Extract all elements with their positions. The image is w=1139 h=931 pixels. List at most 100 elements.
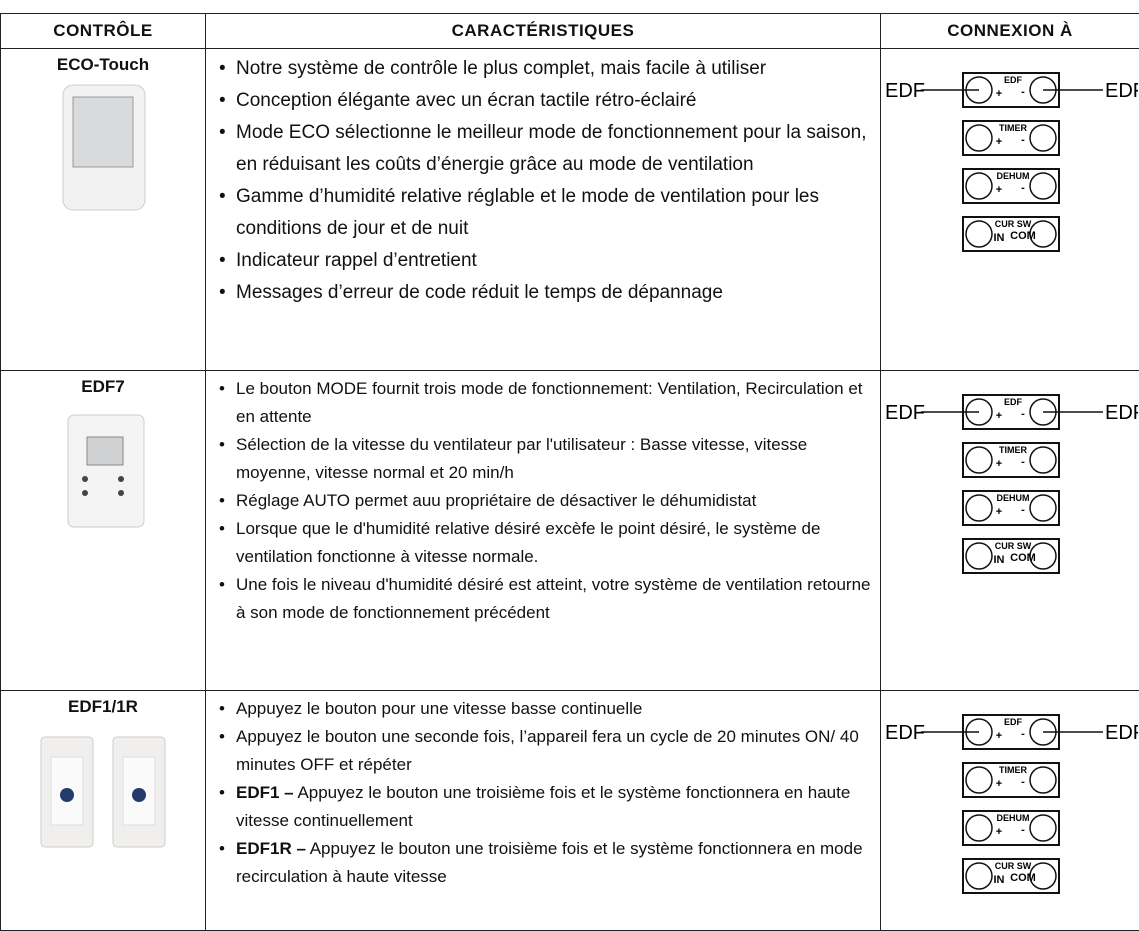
features-cell: Le bouton MODE fournit trois mode de fon…: [206, 371, 881, 691]
terminal-label: EDF: [1004, 397, 1023, 407]
switch-button: [132, 788, 146, 802]
terminal-label: CUR SW: [995, 861, 1032, 871]
terminal-sign: -: [1021, 824, 1025, 836]
terminal: [966, 815, 992, 841]
terminal-sign: COM: [1010, 872, 1036, 884]
terminal-sign: -: [1021, 408, 1025, 420]
header-cell: CARACTÉRISTIQUES: [206, 14, 881, 49]
feature-text: Appuyez le bouton une troisième fois et …: [236, 839, 863, 886]
feature-item: EDF1R – Appuyez le bouton une troisième …: [236, 835, 880, 891]
terminal-sign: -: [1021, 134, 1025, 146]
controls-table: CONTRÔLE CARACTÉRISTIQUES CONNEXION À EC…: [0, 13, 1139, 931]
terminal: [1030, 173, 1056, 199]
feature-item: Conception élégante avec un écran tactil…: [236, 85, 880, 117]
device-screen: [87, 437, 123, 465]
terminal-label: DEHUM: [997, 493, 1030, 503]
terminal-sign: -: [1021, 86, 1025, 98]
terminal-sign: +: [996, 184, 1002, 196]
terminal-sign: IN: [994, 554, 1005, 566]
control-name: ECO-Touch: [1, 55, 205, 75]
terminal-sign: -: [1021, 456, 1025, 468]
terminal: [966, 447, 992, 473]
terminal: [966, 767, 992, 793]
feature-item: Sélection de la vitesse du ventilateur p…: [236, 431, 880, 487]
control-image: [13, 75, 193, 225]
feature-item: Indicateur rappel d’entretient: [236, 245, 880, 277]
terminal-sign: -: [1021, 776, 1025, 788]
features-cell: Notre système de contrôle le plus comple…: [206, 49, 881, 371]
terminal-sign: +: [996, 136, 1002, 148]
terminal-sign: +: [996, 410, 1002, 422]
terminal-label: TIMER: [999, 123, 1027, 133]
terminal-sign: COM: [1010, 230, 1036, 242]
terminal-label: EDF: [1004, 75, 1023, 85]
terminal: [966, 543, 992, 569]
header-cell: CONNEXION À: [881, 14, 1139, 49]
terminal-label: TIMER: [999, 445, 1027, 455]
wire-label: EDF: [1105, 402, 1138, 424]
terminal-sign: +: [996, 458, 1002, 470]
document: CONTRÔLE CARACTÉRISTIQUES CONNEXION À EC…: [0, 13, 1139, 931]
control-image: [13, 397, 193, 547]
table-row: EDF7 Le bouton MODE fournit trois mode de…: [1, 371, 1139, 691]
feature-model: EDF1R –: [236, 839, 306, 858]
terminal: [966, 173, 992, 199]
feature-item: EDF1 – Appuyez le bouton une troisième f…: [236, 779, 880, 835]
table-row: ECO-Touch Notre système de contrôle le pl…: [1, 49, 1139, 371]
feature-item: Messages d’erreur de code réduit le temp…: [236, 277, 880, 309]
terminal-sign: +: [996, 826, 1002, 838]
terminal: [1030, 125, 1056, 151]
device-button: [118, 476, 124, 482]
terminal-label: CUR SW: [995, 219, 1032, 229]
feature-item: Réglage AUTO permet auu propriétaire de …: [236, 487, 880, 515]
control-name: EDF1/1R: [1, 697, 205, 717]
terminal-sign: -: [1021, 182, 1025, 194]
feature-item: Une fois le niveau d'humidité désiré est…: [236, 571, 880, 627]
wire-label: EDF: [885, 402, 925, 424]
device-button: [82, 476, 88, 482]
features-cell: Appuyez le bouton pour une vitesse basse…: [206, 691, 881, 931]
terminal-label: CUR SW: [995, 541, 1032, 551]
terminal: [1030, 767, 1056, 793]
header-row: CONTRÔLE CARACTÉRISTIQUES CONNEXION À: [1, 14, 1139, 49]
feature-text: Appuyez le bouton une troisième fois et …: [236, 783, 850, 830]
header-cell: CONTRÔLE: [1, 14, 206, 49]
feature-item: Notre système de contrôle le plus comple…: [236, 53, 880, 85]
terminal: [966, 125, 992, 151]
terminal: [1030, 447, 1056, 473]
terminal-sign: +: [996, 506, 1002, 518]
terminal: [1030, 815, 1056, 841]
control-cell: ECO-Touch: [1, 49, 206, 371]
feature-list: Notre système de contrôle le plus comple…: [214, 53, 880, 309]
terminal: [966, 863, 992, 889]
terminal-sign: +: [996, 730, 1002, 742]
feature-list: Le bouton MODE fournit trois mode de fon…: [214, 375, 880, 627]
switch-button: [60, 788, 74, 802]
feature-item: Appuyez le bouton une seconde fois, l’ap…: [236, 723, 880, 779]
device-button: [118, 490, 124, 496]
terminal-sign: IN: [994, 232, 1005, 244]
device-body: [68, 415, 144, 527]
feature-item: Le bouton MODE fournit trois mode de fon…: [236, 375, 880, 431]
wire-label: EDF: [1105, 722, 1138, 744]
feature-item: Lorsque que le d'humidité relative désir…: [236, 515, 880, 571]
terminal-sign: COM: [1010, 552, 1036, 564]
control-cell: EDF7: [1, 371, 206, 691]
control-image: [13, 717, 193, 867]
feature-item: Appuyez le bouton pour une vitesse basse…: [236, 695, 880, 723]
terminal-sign: +: [996, 88, 1002, 100]
control-cell: EDF1/1R: [1, 691, 206, 931]
feature-list: Appuyez le bouton pour une vitesse basse…: [214, 695, 880, 891]
terminal-sign: -: [1021, 728, 1025, 740]
table-body: ECO-Touch Notre système de contrôle le pl…: [1, 49, 1139, 931]
terminal-sign: +: [996, 778, 1002, 790]
device-button: [82, 490, 88, 496]
feature-model: EDF1 –: [236, 783, 294, 802]
